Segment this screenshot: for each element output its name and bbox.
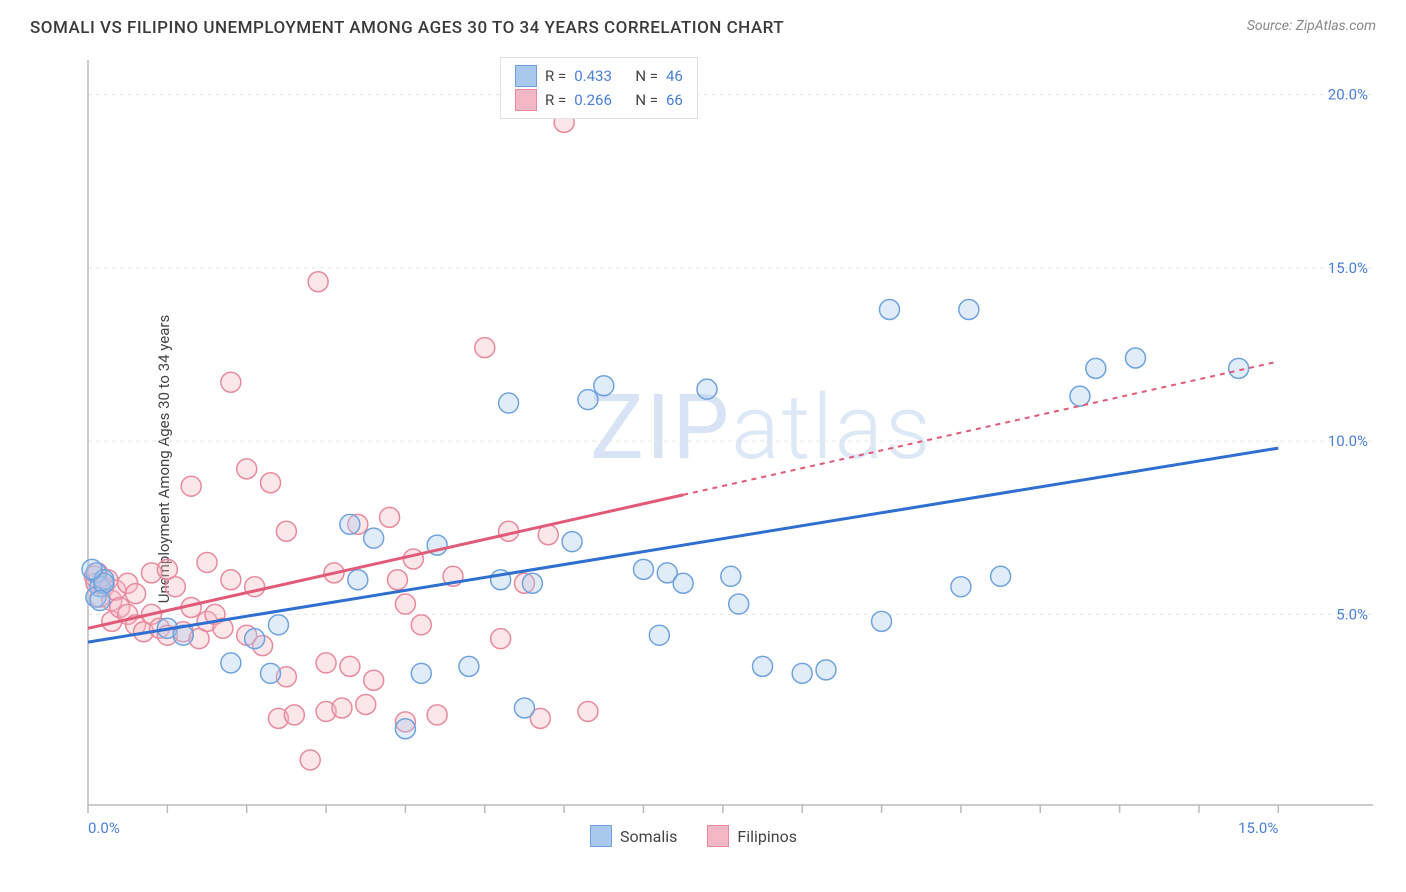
n-value: 46 — [666, 64, 683, 88]
n-value: 66 — [666, 88, 683, 112]
scatter-plot: 5.0% 10.0% 15.0% 20.0% 0.0% 15.0% — [58, 55, 1378, 845]
svg-text:5.0%: 5.0% — [1336, 605, 1368, 623]
r-value: 0.433 — [574, 64, 612, 88]
legend-label: Somalis — [620, 827, 677, 846]
svg-text:10.0%: 10.0% — [1328, 432, 1368, 450]
n-label: N = — [635, 88, 658, 112]
svg-text:20.0%: 20.0% — [1328, 86, 1368, 104]
legend-item: Somalis — [590, 825, 677, 847]
chart-title: SOMALI VS FILIPINO UNEMPLOYMENT AMONG AG… — [30, 18, 784, 38]
r-label: R = — [545, 64, 566, 88]
n-label: N = — [635, 64, 658, 88]
swatch-icon — [515, 65, 537, 87]
legend-row: R = 0.266 N = 66 — [515, 88, 683, 112]
swatch-icon — [707, 825, 729, 847]
legend-item: Filipinos — [707, 825, 797, 847]
chart-area: Unemployment Among Ages 30 to 34 years Z… — [30, 55, 1376, 862]
svg-text:0.0%: 0.0% — [88, 819, 120, 837]
source-label: Source: ZipAtlas.com — [1247, 18, 1376, 34]
svg-text:15.0%: 15.0% — [1238, 819, 1278, 837]
r-value: 0.266 — [574, 88, 612, 112]
swatch-icon — [515, 89, 537, 111]
series-legend: Somalis Filipinos — [590, 825, 797, 847]
stats-legend: R = 0.433 N = 46 R = 0.266 N = 66 — [500, 57, 698, 119]
legend-label: Filipinos — [737, 827, 797, 846]
r-label: R = — [545, 88, 566, 112]
svg-text:15.0%: 15.0% — [1328, 259, 1368, 277]
swatch-icon — [590, 825, 612, 847]
legend-row: R = 0.433 N = 46 — [515, 64, 683, 88]
